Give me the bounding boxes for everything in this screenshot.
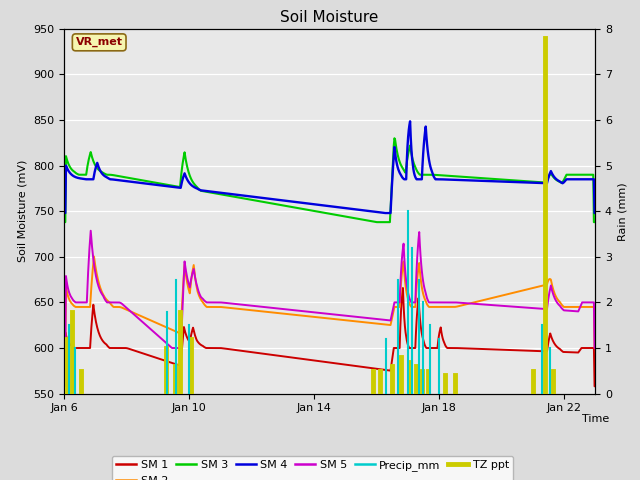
X-axis label: Time: Time — [582, 414, 609, 424]
Title: Soil Moisture: Soil Moisture — [280, 10, 379, 25]
Y-axis label: Rain (mm): Rain (mm) — [618, 182, 628, 240]
Y-axis label: Soil Moisture (mV): Soil Moisture (mV) — [17, 160, 28, 263]
Legend: SM 1, SM 2, SM 3, SM 4, SM 5, Precip_mm, TZ ppt: SM 1, SM 2, SM 3, SM 4, SM 5, Precip_mm,… — [112, 456, 513, 480]
Text: VR_met: VR_met — [76, 37, 123, 48]
